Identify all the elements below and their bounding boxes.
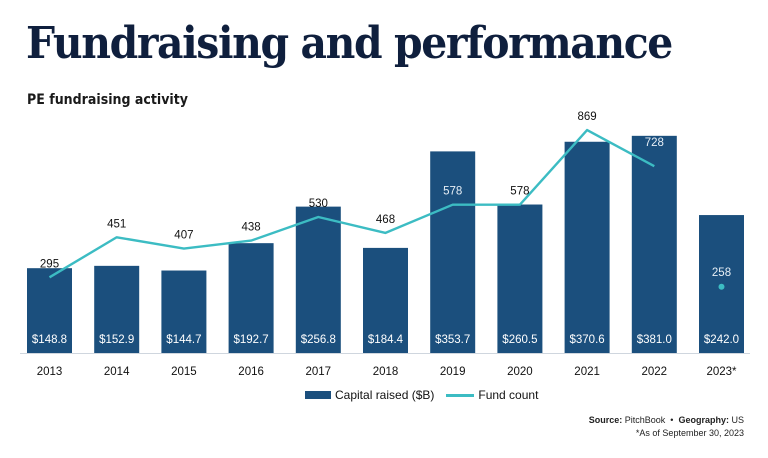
legend-line-swatch	[446, 393, 475, 397]
separator: •	[670, 415, 674, 425]
bar-label: $260.5	[502, 334, 537, 346]
bar-label: $152.9	[99, 334, 134, 346]
geo-label: Geography:	[678, 415, 729, 425]
line-label: 578	[443, 186, 462, 198]
geo-value: US	[731, 415, 744, 425]
legend: Capital raised ($B) Fund count	[305, 388, 538, 402]
bar-label: $370.6	[570, 334, 605, 346]
x-tick-label: 2020	[507, 366, 533, 378]
x-tick-label: 2017	[306, 366, 332, 378]
x-tick-label: 2016	[238, 366, 264, 378]
footnote: *As of September 30, 2023	[635, 428, 744, 438]
legend-bar-label: Capital raised ($B)	[335, 388, 435, 402]
bar-label: $381.0	[637, 334, 672, 346]
x-tick-label: 2019	[440, 366, 466, 378]
source-note: Source: PitchBook • Geography: US *As of…	[589, 414, 744, 440]
bar-2015	[161, 270, 207, 353]
fund-count-point-2023*	[718, 283, 725, 290]
bar-2019	[430, 151, 476, 353]
x-tick-label: 2014	[104, 366, 130, 378]
line-label: 295	[40, 258, 59, 270]
line-label: 728	[645, 137, 664, 149]
x-tick-label: 2023*	[706, 366, 737, 378]
page-title: Fundraising and performance	[26, 18, 673, 69]
x-tick-label: 2021	[574, 366, 600, 378]
bar-label: $242.0	[704, 334, 739, 346]
fund-count-line	[48, 128, 655, 279]
bar-label: $353.7	[435, 334, 470, 346]
x-tick-label: 2015	[171, 366, 197, 378]
line-label: 451	[107, 218, 126, 230]
line-label: 258	[712, 267, 731, 279]
line-label: 530	[309, 198, 328, 210]
x-tick-label: 2022	[642, 366, 668, 378]
bar-label: $256.8	[301, 334, 336, 346]
bar-2017	[295, 206, 341, 353]
x-tick-label: 2018	[373, 366, 399, 378]
line-label: 468	[376, 214, 395, 226]
legend-bar-swatch	[305, 391, 331, 399]
line-label: 438	[242, 222, 261, 234]
bar-label: $144.7	[166, 334, 201, 346]
bar-2020	[497, 204, 543, 353]
bar-2022	[631, 135, 677, 353]
bar-2016	[228, 243, 274, 353]
bar-label: $184.4	[368, 334, 404, 346]
bar-label: $192.7	[234, 334, 269, 346]
line-label: 869	[578, 111, 597, 123]
legend-line-label: Fund count	[478, 388, 539, 402]
bar-2018	[363, 247, 408, 353]
bar-2021	[564, 141, 610, 353]
bar-2013	[27, 268, 72, 353]
source-label: Source:	[588, 415, 623, 425]
x-tick-label: 2013	[37, 366, 63, 378]
bar-label: $148.8	[32, 334, 67, 346]
chart-subtitle: PE fundraising activity	[27, 92, 188, 108]
bar-2014	[94, 265, 140, 353]
line-label: 578	[510, 186, 529, 198]
line-label: 407	[174, 230, 193, 242]
source-value: PitchBook	[624, 415, 666, 425]
